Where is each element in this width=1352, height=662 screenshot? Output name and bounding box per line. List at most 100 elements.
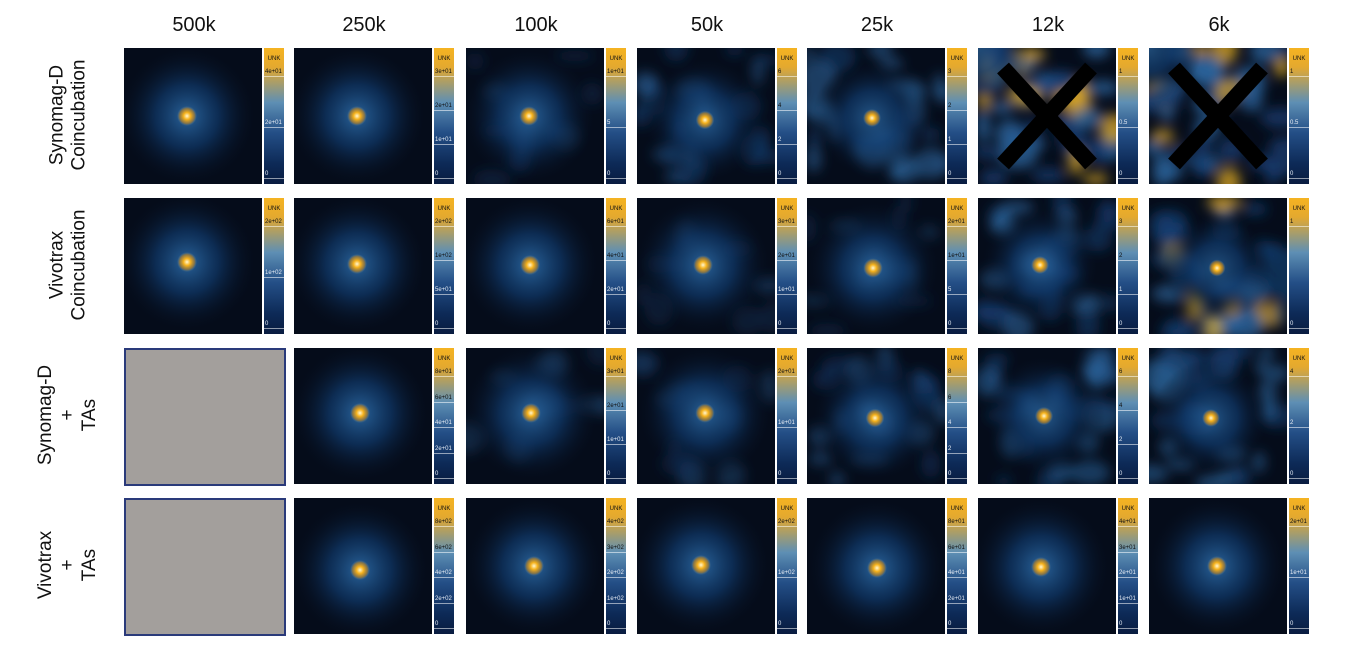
colorbar-tick-label: 2e+01	[607, 403, 624, 409]
colorbar: UNK 2e+02 1e+02 0	[264, 198, 286, 334]
colorbar-tick	[947, 427, 969, 428]
image-cell: UNK 8 6 4 2 0	[807, 348, 969, 488]
row-label-line: +	[56, 559, 78, 571]
image-cell: UNK 2e+01 1e+01 0	[1149, 498, 1311, 638]
hotspot	[695, 110, 715, 130]
colorbar-tick-label: 0	[778, 321, 782, 327]
colorbar-tick	[1118, 577, 1140, 578]
colorbar-tick-label: 8e+02	[435, 519, 452, 525]
colorbar-unit: UNK	[437, 356, 451, 362]
image-cell: UNK 1e+01 5 0	[466, 48, 628, 188]
colorbar-tick-label: 1e+01	[778, 420, 795, 426]
colorbar-tick-label: 3e+02	[607, 545, 624, 551]
mpi-image	[1149, 48, 1287, 184]
image-cell: UNK 3 2 1 0	[807, 48, 969, 188]
colorbar-tick-label: 0	[1119, 471, 1123, 477]
colorbar-tick	[1289, 127, 1311, 128]
colorbar-tick-label: 0	[778, 471, 782, 477]
colorbar-tick-label: 6e+02	[435, 545, 452, 551]
colorbar-unit: UNK	[267, 56, 281, 62]
colorbar-tick	[606, 552, 628, 553]
mpi-image	[294, 48, 432, 184]
colorbar-tick	[434, 328, 456, 329]
colorbar-unit: UNK	[950, 356, 964, 362]
colorbar: UNK 6 4 2 0	[777, 48, 799, 184]
colorbar-tick-label: 2e+01	[948, 219, 965, 225]
colorbar-tick	[947, 453, 969, 454]
colorbar: UNK 3 2 1 0	[1118, 198, 1140, 334]
colorbar-unit: UNK	[437, 206, 451, 212]
colorbar-tick-label: 1	[1290, 69, 1294, 75]
colorbar-tick	[947, 402, 969, 403]
colorbar-tick	[777, 526, 799, 527]
colorbar-tick-label: 8e+01	[948, 519, 965, 525]
hotspot	[519, 106, 539, 126]
colorbar-tick-label: 0	[948, 621, 952, 627]
image-cell: UNK 8e+01 6e+01 4e+01 2e+01 0	[807, 498, 969, 638]
colorbar-tick	[264, 226, 286, 227]
colorbar-tick	[1289, 427, 1311, 428]
colorbar-tick-label: 1e+01	[778, 287, 795, 293]
colorbar-tick-label: 4e+01	[435, 420, 452, 426]
colorbar-tick-label: 2	[1119, 253, 1123, 259]
mpi-image	[807, 48, 945, 184]
column-header: 500k	[172, 14, 216, 36]
colorbar-tick-label: 6	[778, 69, 782, 75]
colorbar-tick	[1289, 178, 1311, 179]
hotspot	[691, 555, 711, 575]
colorbar-tick	[264, 76, 286, 77]
colorbar: UNK 4 2 0	[1289, 348, 1311, 484]
colorbar-tick	[264, 277, 286, 278]
row-label-line: +	[57, 409, 79, 421]
colorbar: UNK 8e+01 6e+01 4e+01 2e+01 0	[434, 348, 456, 484]
colorbar-tick	[1118, 628, 1140, 629]
colorbar-tick-label: 3e+01	[607, 369, 624, 375]
colorbar-tick	[1118, 603, 1140, 604]
hotspot	[1030, 255, 1050, 275]
colorbar-tick-label: 1e+02	[265, 270, 282, 276]
colorbar-tick	[777, 628, 799, 629]
image-cell: UNK 6 4 2 0	[978, 348, 1140, 488]
hotspot	[524, 556, 544, 576]
colorbar-tick-label: 4	[948, 420, 952, 426]
colorbar: UNK 6 4 2 0	[1118, 348, 1140, 484]
colorbar-tick	[1118, 478, 1140, 479]
colorbar-tick	[434, 294, 456, 295]
colorbar-tick	[777, 478, 799, 479]
colorbar-tick	[434, 552, 456, 553]
colorbar-tick	[606, 444, 628, 445]
colorbar-tick	[947, 552, 969, 553]
colorbar-tick	[947, 226, 969, 227]
colorbar: UNK 1 0.5 0	[1289, 48, 1311, 184]
empty-placeholder	[124, 498, 286, 636]
colorbar-tick	[1289, 478, 1311, 479]
colorbar: UNK 3 2 1 0	[947, 48, 969, 184]
image-cell: UNK 4 2 0	[1149, 348, 1311, 488]
colorbar-unit: UNK	[1121, 356, 1135, 362]
colorbar-tick-label: 4	[1119, 403, 1123, 409]
mpi-image	[978, 198, 1116, 334]
image-cell	[124, 498, 286, 638]
mpi-image	[637, 198, 775, 334]
image-cell: UNK 4e+01 3e+01 2e+01 1e+01 0	[978, 498, 1140, 638]
colorbar-tick	[777, 226, 799, 227]
column-header: 12k	[1031, 14, 1065, 36]
colorbar-tick	[947, 328, 969, 329]
colorbar-tick-label: 2	[948, 103, 952, 109]
colorbar-tick	[1289, 76, 1311, 77]
colorbar-tick	[1289, 628, 1311, 629]
colorbar-tick	[777, 427, 799, 428]
colorbar-unit: UNK	[1292, 506, 1306, 512]
colorbar-tick	[1118, 552, 1140, 553]
colorbar-tick	[1118, 376, 1140, 377]
hotspot	[867, 558, 887, 578]
colorbar-tick-label: 6	[948, 395, 952, 401]
colorbar-tick-label: 2e+02	[265, 219, 282, 225]
colorbar-unit: UNK	[1292, 56, 1306, 62]
colorbar-tick	[777, 144, 799, 145]
colorbar-tick-label: 2e+01	[265, 120, 282, 126]
image-cell: UNK 4e+01 2e+01 0	[124, 48, 286, 188]
colorbar-tick-label: 1e+01	[607, 69, 624, 75]
colorbar: UNK 4e+01 3e+01 2e+01 1e+01 0	[1118, 498, 1140, 634]
colorbar-tick-label: 5e+01	[435, 287, 452, 293]
